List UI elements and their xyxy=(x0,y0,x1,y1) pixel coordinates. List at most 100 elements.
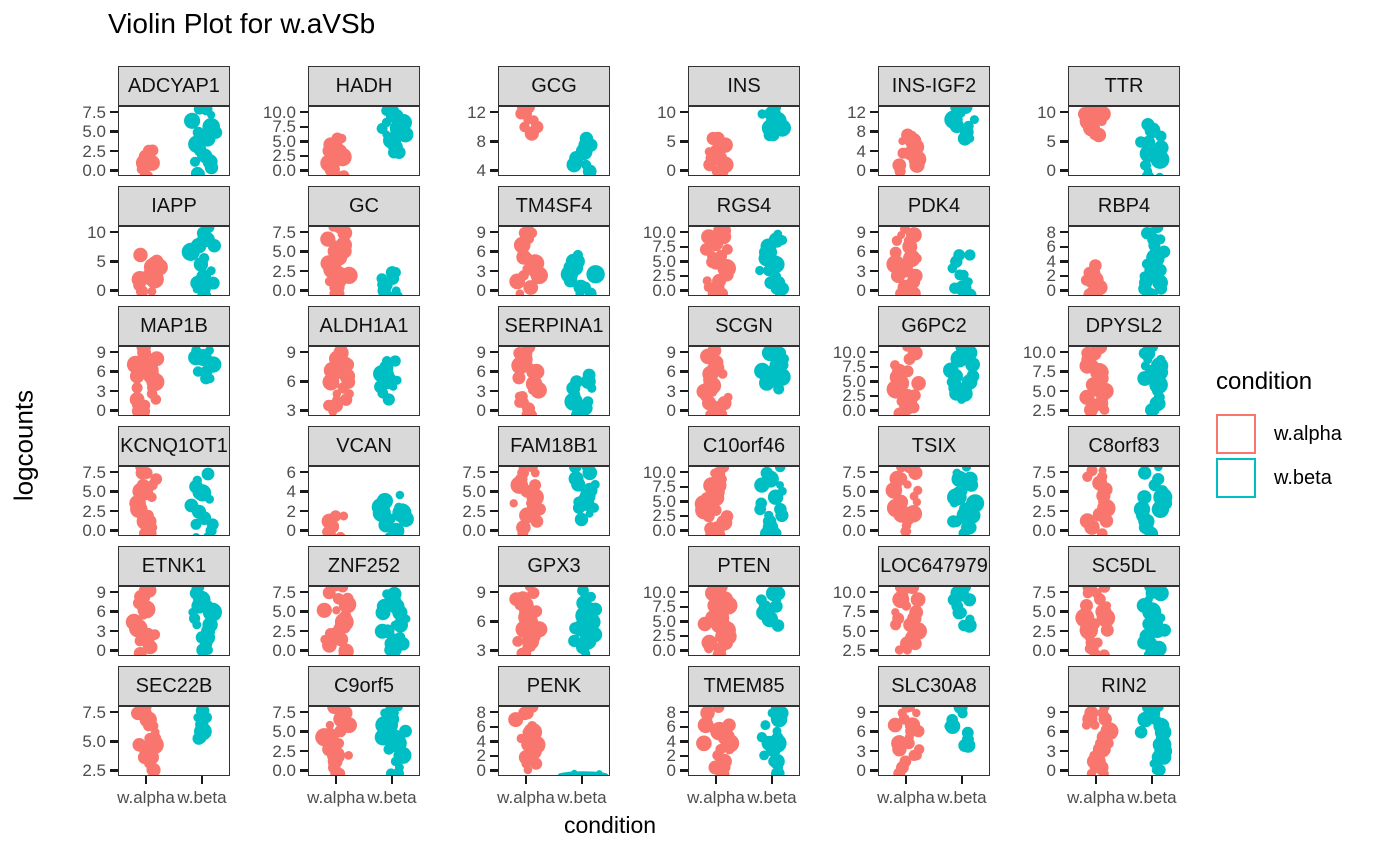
y-tick-mark xyxy=(680,471,688,474)
y-tick-mark xyxy=(680,711,688,714)
facet-ADCYAP1: ADCYAP1 7.5 5.0 2.5 0.0 xyxy=(40,66,230,186)
y-tick-mark xyxy=(300,140,308,143)
violin-svg-C10orf46 xyxy=(694,467,789,535)
facet-RGS4: RGS4 10.0 7.5 5.0 2.5 0.0 xyxy=(610,186,800,306)
y-tick-mark xyxy=(680,605,688,609)
facet-PDK4: PDK4 9 6 3 0 xyxy=(800,186,990,306)
y-tick-label: 10 xyxy=(1037,102,1056,122)
violin-w-beta xyxy=(192,707,212,745)
y-tick-label: 2.5 xyxy=(1032,621,1056,641)
violin-svg-PENK xyxy=(508,707,608,775)
facet-panel-SC5DL xyxy=(1068,586,1180,656)
y-tick-label: 0 xyxy=(476,400,486,420)
x-tick-label: w.alpha xyxy=(1067,788,1125,807)
y-tick-label: 5 xyxy=(96,251,106,271)
y-tick-label: 0.0 xyxy=(652,520,676,540)
violin-w-alpha xyxy=(1081,707,1119,775)
facet-ALDH1A1: ALDH1A1 9 6 3 xyxy=(230,306,420,426)
y-tick-label: 2.5 xyxy=(842,501,866,521)
facet-strip-GPX3: GPX3 xyxy=(498,546,610,586)
y-tick-label: 6 xyxy=(666,717,676,737)
x-tick-mark xyxy=(390,776,394,784)
violin-w-beta xyxy=(1134,707,1173,775)
violin-w-beta xyxy=(568,587,603,655)
facet-strip-PTEN: PTEN xyxy=(688,546,800,586)
y-tick-label: 3 xyxy=(856,261,866,281)
y-tick-mark xyxy=(870,269,878,273)
y-tick-mark xyxy=(110,389,118,393)
y-tick-label: 0.0 xyxy=(272,160,296,180)
y-tick-mark xyxy=(680,754,688,758)
y-tick-mark xyxy=(870,380,878,383)
facet-panel-INS-IGF2 xyxy=(878,106,990,176)
facet-strip-G6PC2: G6PC2 xyxy=(878,306,990,346)
y-tick-mark xyxy=(110,490,118,493)
y-tick-label: 6 xyxy=(1046,237,1056,257)
y-tick-mark xyxy=(110,130,118,133)
y-tick-label: 5.0 xyxy=(842,371,866,391)
y-tick-label: 9 xyxy=(856,222,866,242)
y-tick-mark xyxy=(870,610,878,613)
violin-w-beta xyxy=(1135,118,1170,175)
facet-strip-LOC647979: LOC647979 xyxy=(878,546,990,586)
facet-HADH: HADH 10.0 7.5 5.0 2.5 0.0 xyxy=(230,66,420,186)
violin-w-alpha xyxy=(131,247,168,295)
legend-label-w-beta: w.beta xyxy=(1274,466,1332,489)
y-tick-label: 0 xyxy=(856,760,866,780)
facet-y-axis-SEC22B: 7.5 5.0 2.5 xyxy=(40,704,118,779)
y-tick-label: 0 xyxy=(96,640,106,660)
violin-w-alpha xyxy=(1079,467,1116,535)
facet-strip-C9orf5: C9orf5 xyxy=(308,666,420,706)
facet-panel-SLC30A8 xyxy=(878,706,990,776)
violin-w-beta xyxy=(1133,467,1173,535)
y-tick-label: 3 xyxy=(1046,741,1056,761)
facet-FAM18B1: FAM18B1 7.5 5.0 2.5 0.0 xyxy=(420,426,610,546)
violin-w-alpha xyxy=(1080,259,1108,295)
y-tick-label: 5.0 xyxy=(82,122,106,142)
y-tick-mark xyxy=(300,231,308,234)
y-tick-mark xyxy=(490,591,498,594)
y-tick-label: 2.5 xyxy=(82,501,106,521)
violin-w-alpha xyxy=(125,587,161,655)
facet-y-axis-TTR: 10 5 0 xyxy=(990,102,1068,179)
violin-w-beta xyxy=(947,587,977,633)
y-tick-mark xyxy=(300,629,308,633)
facet-PTEN: PTEN 10.0 7.5 5.0 2.5 0.0 xyxy=(610,546,800,666)
y-tick-mark xyxy=(870,231,878,234)
violin-svg-ADCYAP1 xyxy=(135,107,223,175)
y-tick-label: 3 xyxy=(666,381,676,401)
violin-w-beta xyxy=(755,229,789,295)
facet-strip-C8orf83: C8orf83 xyxy=(1068,426,1180,466)
y-tick-mark xyxy=(110,351,118,354)
violin-w-beta xyxy=(756,707,789,775)
y-tick-label: 0 xyxy=(856,160,866,180)
y-tick-label: 6 xyxy=(476,611,486,631)
x-tick-label: w.beta xyxy=(1127,788,1177,807)
y-tick-label: 0.0 xyxy=(652,640,676,660)
y-tick-mark xyxy=(680,289,688,292)
y-tick-label: 0.0 xyxy=(652,280,676,300)
violin-w-alpha xyxy=(696,347,733,415)
y-tick-mark xyxy=(110,260,118,263)
facet-panel-GPX3 xyxy=(498,586,610,656)
violin-svg-ETNK1 xyxy=(125,587,222,655)
y-tick-mark xyxy=(1060,591,1068,594)
facet-y-axis-INS: 10 5 0 xyxy=(610,104,688,179)
y-tick-mark xyxy=(110,711,118,714)
facet-panel-SERPINA1 xyxy=(498,346,610,416)
y-tick-mark xyxy=(1060,769,1068,772)
y-tick-mark xyxy=(680,389,688,393)
violin-w-beta xyxy=(560,249,605,295)
y-tick-mark xyxy=(110,471,118,474)
y-tick-mark xyxy=(490,471,498,474)
facet-y-axis-ADCYAP1: 7.5 5.0 2.5 0.0 xyxy=(40,104,118,179)
y-tick-label: 5.0 xyxy=(272,131,296,151)
y-tick-mark xyxy=(300,154,308,158)
y-tick-label: 0.0 xyxy=(272,280,296,300)
facet-panel-TMEM85 xyxy=(688,706,800,776)
y-tick-label: 7.5 xyxy=(1032,362,1056,382)
facet-strip-PENK: PENK xyxy=(498,666,610,706)
facet-panel-G6PC2 xyxy=(878,346,990,416)
